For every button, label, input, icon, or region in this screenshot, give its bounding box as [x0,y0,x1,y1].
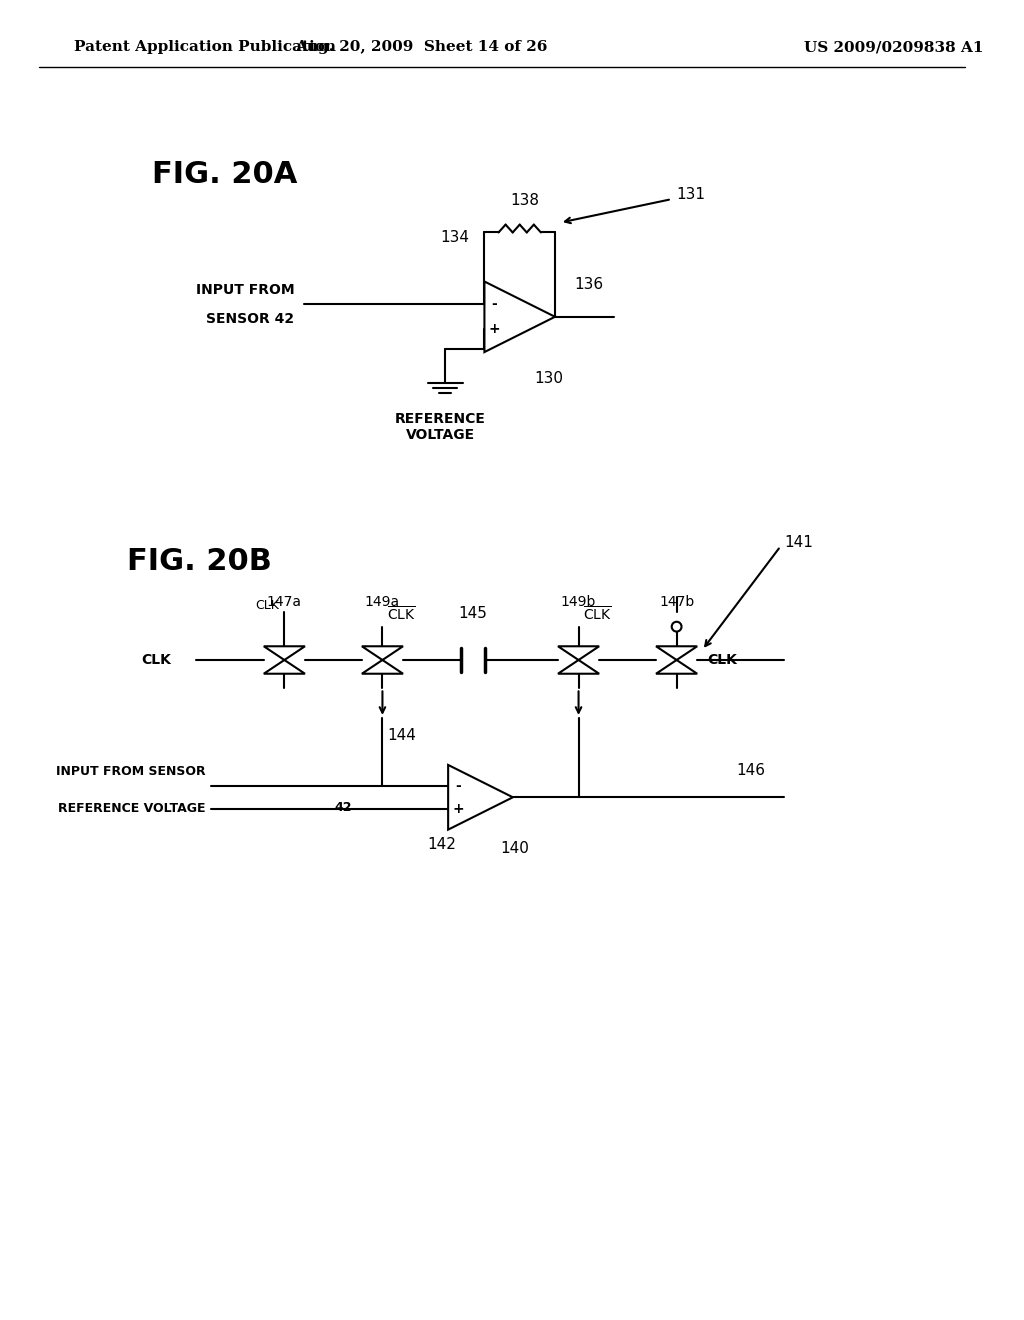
Text: 141: 141 [784,535,813,550]
Text: 142: 142 [427,837,456,851]
Text: 134: 134 [440,230,470,244]
Text: Patent Application Publication: Patent Application Publication [74,40,336,54]
Text: 42: 42 [335,801,352,813]
Text: INPUT FROM SENSOR: INPUT FROM SENSOR [56,766,206,777]
Text: +: + [453,801,464,816]
Text: +: + [488,322,500,337]
Text: $\overline{\mathrm{CLK}}$: $\overline{\mathrm{CLK}}$ [387,606,416,624]
Text: $\overline{\mathrm{CLK}}$: $\overline{\mathrm{CLK}}$ [584,606,612,624]
Text: 147b: 147b [659,595,694,609]
Text: CLK: CLK [707,653,737,667]
Text: 144: 144 [387,727,416,743]
Text: Aug. 20, 2009  Sheet 14 of 26: Aug. 20, 2009 Sheet 14 of 26 [296,40,548,54]
Text: 145: 145 [458,606,487,620]
Text: 138: 138 [510,193,539,209]
Text: VOLTAGE: VOLTAGE [406,428,475,442]
Text: FIG. 20A: FIG. 20A [152,160,297,189]
Text: 149a: 149a [365,595,400,609]
Text: 147a: 147a [267,595,302,609]
Text: INPUT FROM: INPUT FROM [196,282,294,297]
Text: CLK: CLK [256,599,280,612]
Text: -: - [455,779,461,793]
Text: CLK: CLK [141,653,172,667]
Text: REFERENCE VOLTAGE: REFERENCE VOLTAGE [58,803,206,816]
Text: 130: 130 [535,371,563,385]
Text: 146: 146 [736,763,765,777]
Text: REFERENCE: REFERENCE [395,412,485,426]
Text: SENSOR 42: SENSOR 42 [206,313,294,326]
Text: 149b: 149b [561,595,596,609]
Text: FIG. 20B: FIG. 20B [127,548,272,577]
Text: 131: 131 [677,186,706,202]
Text: 136: 136 [574,277,604,292]
Text: 140: 140 [500,841,529,857]
Text: -: - [492,297,497,312]
Text: US 2009/0209838 A1: US 2009/0209838 A1 [804,40,984,54]
